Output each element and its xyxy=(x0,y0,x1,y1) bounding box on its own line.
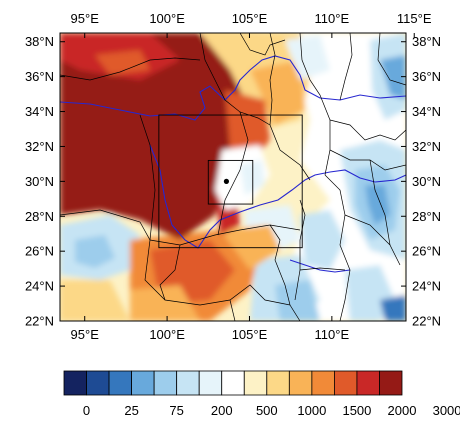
colorbar-swatch xyxy=(266,370,290,396)
right-lat-label: 22°N xyxy=(412,314,441,329)
colorbar-label: 1500 xyxy=(342,403,371,418)
bottom-lon-label: 100°E xyxy=(149,327,185,342)
right-lat-label: 32°N xyxy=(412,139,441,154)
colorbar-swatch xyxy=(311,370,335,396)
colorbar-swatch xyxy=(108,370,132,396)
province-boundaries xyxy=(60,33,406,321)
top-lon-label: 110°E xyxy=(315,11,350,26)
colorbar-swatch xyxy=(288,370,313,396)
colorbar-label: 200 xyxy=(211,403,233,418)
inner-domain-box xyxy=(207,159,254,205)
top-lon-label: 115°E xyxy=(397,11,432,26)
left-lat-label: 30°N xyxy=(25,174,54,189)
left-lat-label: 34°N xyxy=(25,104,54,119)
colorbar-swatch xyxy=(198,370,223,396)
colorbar-label: 3000 xyxy=(433,403,460,418)
station-marker xyxy=(223,178,230,184)
right-lat-label: 36°N xyxy=(412,69,441,84)
bottom-lon-label: 105°E xyxy=(232,327,268,342)
colorbar-swatch xyxy=(221,370,245,396)
bottom-lon-label: 95°E xyxy=(71,327,100,342)
colorbar-label: 1000 xyxy=(297,403,326,418)
elevation-field xyxy=(60,33,406,321)
colorbar-swatch xyxy=(333,370,358,396)
right-lat-label: 24°N xyxy=(412,279,441,294)
colorbar-swatch xyxy=(356,370,380,396)
right-lat-label: 30°N xyxy=(412,174,441,189)
colorbar-label: 0 xyxy=(83,403,90,418)
colorbar-swatch xyxy=(131,370,155,396)
colorbar-label: 25 xyxy=(124,403,138,418)
yangtze-river-line xyxy=(149,144,406,249)
colorbar-swatch xyxy=(63,370,87,396)
left-lat-label: 24°N xyxy=(25,279,54,294)
top-lon-label: 105°E xyxy=(232,11,268,26)
axis-ticks: 95°E 100°E 105°E 110°E 115°E 95°E 100°E 105°E 11… xyxy=(25,11,441,342)
right-lat-label: 26°N xyxy=(412,244,441,259)
left-lat-label: 22°N xyxy=(25,314,54,329)
left-lat-label: 28°N xyxy=(25,209,54,224)
colorbar-label: 75 xyxy=(169,403,183,418)
left-lat-label: 32°N xyxy=(25,139,54,154)
right-lat-label: 38°N xyxy=(412,34,441,49)
colorbar-swatch xyxy=(379,370,403,396)
colorbar-swatch xyxy=(86,370,110,396)
colorbar-swatch xyxy=(243,370,268,396)
colorbar: 0 25 75 200 500 1000 1500 2000 3000 xyxy=(63,370,460,418)
bottom-lon-label: 110°E xyxy=(315,327,350,342)
outer-domain-box xyxy=(158,114,303,249)
colorbar-label: 500 xyxy=(256,403,278,418)
colorbar-label: 2000 xyxy=(388,403,417,418)
map-frame xyxy=(59,32,407,322)
colorbar-swatch xyxy=(153,370,178,396)
left-lat-label: 38°N xyxy=(25,34,54,49)
right-lat-label: 28°N xyxy=(412,209,441,224)
top-lon-label: 95°E xyxy=(71,11,100,26)
top-lon-label: 100°E xyxy=(149,11,185,26)
left-lat-label: 26°N xyxy=(25,244,54,259)
left-lat-label: 36°N xyxy=(25,69,54,84)
right-lat-label: 34°N xyxy=(412,104,441,119)
colorbar-swatch xyxy=(176,370,200,396)
